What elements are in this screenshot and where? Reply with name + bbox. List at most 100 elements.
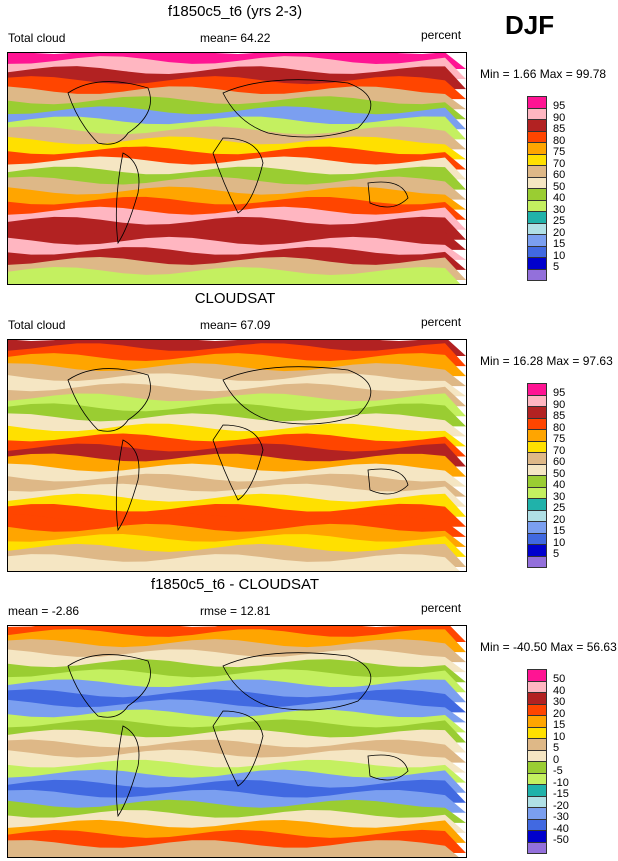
colorbar-swatch — [527, 211, 547, 223]
colorbar-swatch — [527, 234, 547, 246]
coastline — [367, 181, 409, 208]
min-max-label: Min = 16.28 Max = 97.63 — [480, 354, 613, 368]
colorbar-tick-label: 5 — [553, 261, 560, 273]
colorbar-swatch — [527, 703, 547, 715]
colorbar-swatch — [527, 176, 547, 188]
colorbar-swatch — [527, 268, 547, 281]
left-label: Total cloud — [8, 318, 66, 332]
colorbar-swatch — [527, 749, 547, 761]
colorbar-swatch — [527, 715, 547, 727]
colorbar-tick-label: 30 — [553, 203, 566, 216]
center-label: mean= 67.09 — [200, 318, 271, 332]
colorbar-swatch — [527, 830, 547, 842]
colorbar-tick-label: 70 — [553, 444, 566, 457]
colorbar-tick-label: 20 — [553, 707, 566, 720]
colorbar-swatch — [527, 509, 547, 521]
colorbar-swatch — [527, 406, 547, 418]
colorbar-tick-label: 60 — [553, 169, 566, 181]
colorbar-swatch — [527, 142, 547, 154]
colorbar-tick-label: 50 — [553, 467, 566, 480]
colorbar-swatch — [527, 807, 547, 819]
contour-map — [7, 52, 467, 285]
colorbar-swatch — [527, 257, 547, 269]
coastline — [115, 152, 140, 245]
colorbar-swatch — [527, 394, 547, 406]
colorbar-tick-label: -30 — [553, 811, 569, 823]
colorbar-tick-label: 15 — [553, 525, 566, 537]
colorbar-tick-label: 5 — [553, 548, 560, 560]
coastline — [212, 137, 264, 214]
colorbar-swatch — [527, 841, 547, 854]
colorbar — [527, 96, 547, 281]
colorbar-swatch — [527, 498, 547, 510]
colorbar-swatch — [527, 555, 547, 568]
units-label: percent — [421, 28, 462, 42]
colorbar-tick-label: 20 — [553, 513, 566, 526]
colorbar-tick-label: 5 — [553, 742, 560, 754]
colorbar-swatch — [527, 680, 547, 692]
colorbar-tick-label: 60 — [553, 456, 566, 468]
colorbar-swatch — [527, 795, 547, 807]
units-label: percent — [421, 601, 462, 615]
coastline — [367, 754, 409, 781]
colorbar-tick-label: 0 — [553, 753, 560, 766]
colorbar-tick-label: 75 — [553, 433, 566, 445]
contour-map — [7, 625, 467, 858]
colorbar-tick-label: 10 — [553, 536, 566, 549]
colorbar-swatch — [527, 521, 547, 533]
colorbar-swatch — [527, 452, 547, 464]
colorbar-swatch — [527, 417, 547, 429]
colorbar-swatch — [527, 772, 547, 784]
colorbar-swatch — [527, 199, 547, 211]
colorbar-tick-label: 90 — [553, 111, 566, 124]
colorbar-swatch — [527, 440, 547, 452]
contour-band — [8, 840, 459, 857]
colorbar-swatch — [527, 726, 547, 738]
colorbar-swatch — [527, 475, 547, 487]
min-max-label: Min = 1.66 Max = 99.78 — [480, 67, 607, 81]
coastline — [212, 424, 264, 501]
colorbar-tick-label: 30 — [553, 490, 566, 503]
colorbar-swatch — [527, 222, 547, 234]
colorbar-tick-label: 70 — [553, 157, 566, 170]
coastline — [67, 81, 151, 145]
colorbar-tick-label: 80 — [553, 421, 566, 434]
colorbar-swatch — [527, 463, 547, 475]
colorbar-tick-label: 30 — [553, 696, 566, 708]
coastline — [115, 439, 140, 532]
colorbar-swatch — [527, 130, 547, 142]
coastline — [222, 79, 372, 138]
center-label: mean= 64.22 — [200, 31, 271, 45]
left-label: Total cloud — [8, 31, 66, 45]
contour-map — [7, 339, 467, 572]
contour-band — [8, 266, 461, 284]
colorbar-swatch — [527, 544, 547, 556]
colorbar-swatch — [527, 245, 547, 257]
colorbar-tick-label: 50 — [553, 673, 566, 685]
colorbar-swatch — [527, 107, 547, 119]
coastline — [67, 654, 151, 718]
colorbar-tick-label: 10 — [553, 249, 566, 262]
colorbar-swatch — [527, 96, 547, 108]
colorbar-tick-label: 50 — [553, 180, 566, 193]
colorbar-tick-label: 75 — [553, 146, 566, 158]
colorbar — [527, 669, 547, 854]
colorbar-swatch — [527, 818, 547, 830]
colorbar-tick-label: 40 — [553, 479, 566, 491]
colorbar-tick-label: -5 — [553, 765, 563, 777]
colorbar-tick-label: 95 — [553, 387, 566, 399]
center-label: rmse = 12.81 — [200, 604, 271, 618]
season-label: DJF — [505, 10, 555, 40]
min-max-label: Min = -40.50 Max = 56.63 — [480, 640, 617, 654]
colorbar-swatch — [527, 429, 547, 441]
colorbar-swatch — [527, 692, 547, 704]
coastline — [222, 652, 372, 711]
units-label: percent — [421, 315, 462, 329]
colorbar-tick-label: 40 — [553, 192, 566, 204]
colorbar-swatch — [527, 119, 547, 131]
colorbar-tick-label: -50 — [553, 834, 569, 846]
colorbar-swatch — [527, 761, 547, 773]
colorbar-tick-label: 80 — [553, 134, 566, 147]
colorbar — [527, 383, 547, 568]
